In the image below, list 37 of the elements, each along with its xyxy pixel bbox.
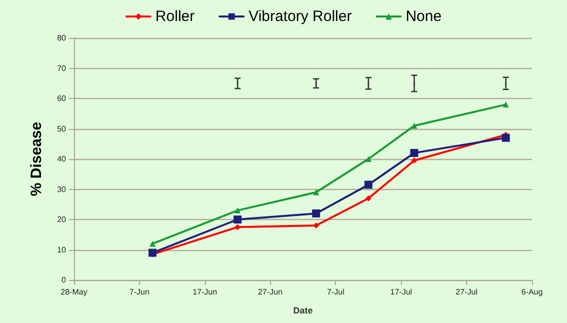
y-axis-title: % Disease <box>28 122 45 196</box>
point <box>364 180 372 189</box>
point <box>411 122 418 129</box>
point <box>150 240 156 247</box>
y-tick-label: 40 <box>57 154 67 164</box>
legend-label: Roller <box>155 8 195 25</box>
point <box>234 216 242 224</box>
x-tick-label: 7-Jun <box>129 288 150 296</box>
x-axis-title: Date <box>293 306 313 316</box>
point <box>365 156 372 162</box>
y-tick-label: 60 <box>57 94 67 103</box>
x-tick-label: 27-Jul <box>456 288 478 296</box>
point <box>410 148 418 157</box>
x-tick-label: 17-Jun <box>192 288 218 296</box>
point <box>313 222 320 229</box>
x-tick-label: 7-Jul <box>327 288 345 296</box>
y-tick-label: 0 <box>62 276 67 284</box>
point <box>502 102 509 108</box>
point <box>148 248 157 257</box>
x-tick-label: 27-Jun <box>258 288 283 296</box>
point <box>411 158 418 164</box>
y-tick-label: 30 <box>57 184 67 194</box>
y-tick-label: 50 <box>57 124 67 134</box>
x-tick-label: 28-May <box>60 288 88 296</box>
x-tick-label: 17-Jul <box>390 288 412 296</box>
point <box>234 207 241 214</box>
y-tick-label: 10 <box>57 245 67 254</box>
point <box>502 134 510 142</box>
y-tick-label: 70 <box>57 64 67 73</box>
y-tick-label: 80 <box>57 34 67 42</box>
point <box>365 195 372 202</box>
legend-label: Vibratory Roller <box>248 8 352 25</box>
point <box>312 209 320 218</box>
x-tick-label: 6-Aug <box>521 288 543 296</box>
y-tick-label: 20 <box>57 215 67 224</box>
legend-label: None <box>406 8 442 25</box>
point <box>313 189 320 196</box>
